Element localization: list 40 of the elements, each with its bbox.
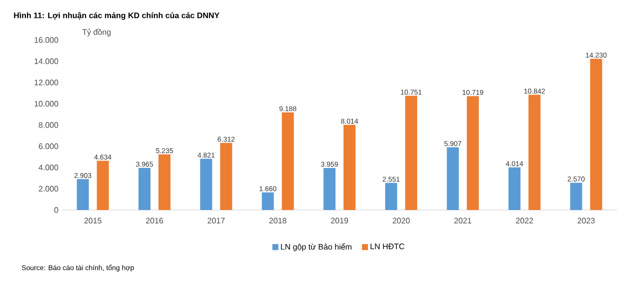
y-tick-label: 6.000: [38, 143, 58, 150]
bar: [262, 192, 274, 210]
x-tick-label: 2015: [84, 218, 102, 224]
bar: [446, 147, 459, 210]
y-tick-label: 8.000: [38, 122, 58, 128]
bar: [343, 124, 356, 210]
x-tick-label: 2019: [331, 218, 348, 224]
y-tick-label: 0: [54, 207, 58, 213]
x-tick-label: 2016: [146, 218, 164, 224]
x-tick-label: 2022: [516, 218, 533, 224]
y-tick-label: 4.000: [38, 164, 58, 170]
chart-title: Hình 11: Lợi nhuận các mảng KD chính của các DNNY: [14, 12, 220, 20]
bar: [76, 179, 89, 210]
bar: [282, 112, 294, 210]
bar: [158, 154, 170, 210]
bar: [200, 158, 212, 210]
y-tick-label: 2.000: [38, 186, 58, 192]
bar: [570, 182, 582, 210]
y-tick-label: 14.000: [34, 58, 58, 64]
x-tick-label: 2017: [208, 218, 225, 224]
x-tick-label: 2018: [269, 218, 286, 224]
bar: [466, 96, 479, 210]
bar: [220, 142, 232, 210]
x-tick-label: 2021: [454, 218, 472, 224]
y-tick-label: 10.000: [34, 100, 58, 107]
bar: [528, 94, 540, 210]
x-tick-label: 2023: [578, 218, 595, 224]
legend-label: LN HĐTC: [370, 244, 404, 250]
y-tick-label: 16.000: [34, 37, 58, 43]
bar: [590, 58, 602, 210]
x-tick-label: 2020: [392, 218, 410, 224]
bar: [323, 168, 336, 210]
bar: [385, 182, 398, 210]
bar: [508, 167, 520, 210]
bar: [138, 168, 150, 210]
bar: [405, 96, 418, 210]
legend-label: LN gộp từ Bảo hiểm: [281, 243, 352, 252]
y-axis-title: Tỷ đồng: [82, 28, 111, 36]
bar: [96, 160, 109, 210]
y-tick-label: 12.000: [34, 80, 58, 86]
